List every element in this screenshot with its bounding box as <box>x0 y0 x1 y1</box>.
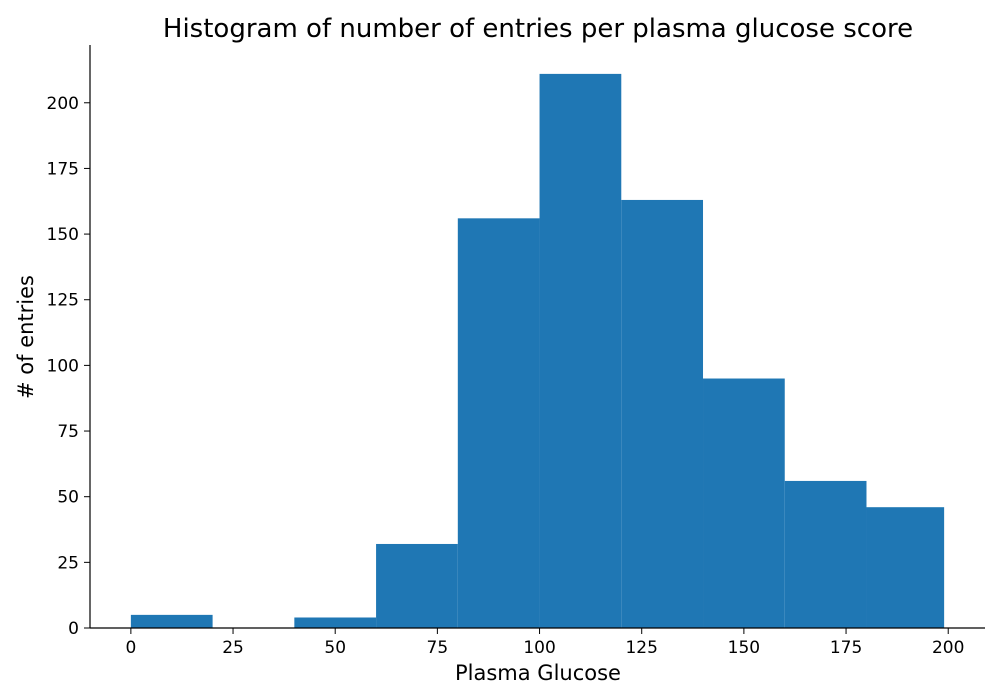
histogram-bar-100-120 <box>539 73 622 628</box>
y-ticks-group: 0 25 50 75 100 125 150 175 200 <box>47 94 90 639</box>
y-tick-label-200: 200 <box>47 94 79 114</box>
y-tick-label-25: 25 <box>57 553 79 573</box>
y-tick-label-125: 125 <box>47 291 79 311</box>
histogram-bar-120-140 <box>621 199 704 628</box>
x-tick-label-75: 75 <box>427 638 449 658</box>
histogram-bar-180-199 <box>866 507 945 628</box>
histogram-bar-0-20 <box>130 614 213 628</box>
y-tick-label-0: 0 <box>68 619 79 639</box>
x-axis-label: Plasma Glucose <box>455 661 621 685</box>
x-ticks-group: 0 25 50 75 100 125 150 175 200 <box>125 628 964 658</box>
x-tick-label-125: 125 <box>625 638 657 658</box>
x-tick-label-0: 0 <box>125 638 136 658</box>
x-tick-label-50: 50 <box>324 638 346 658</box>
histogram-bar-80-100 <box>457 218 540 628</box>
bars-group <box>130 73 945 628</box>
y-tick-label-150: 150 <box>47 225 79 245</box>
x-tick-label-175: 175 <box>830 638 862 658</box>
y-tick-label-175: 175 <box>47 159 79 179</box>
histogram-bar-140-160 <box>703 378 785 628</box>
histogram-bar-40-60 <box>294 617 377 628</box>
y-tick-label-75: 75 <box>57 422 79 442</box>
chart-title: Histogram of number of entries per plasm… <box>163 14 913 44</box>
histogram-bar-60-80 <box>376 543 458 628</box>
y-tick-label-100: 100 <box>47 356 79 376</box>
histogram-bar-160-180 <box>784 480 867 628</box>
x-tick-label-200: 200 <box>932 638 964 658</box>
y-axis-label: # of entries <box>14 275 38 399</box>
x-tick-label-150: 150 <box>728 638 760 658</box>
y-tick-label-50: 50 <box>57 488 79 508</box>
x-tick-label-25: 25 <box>222 638 244 658</box>
x-tick-label-100: 100 <box>523 638 555 658</box>
